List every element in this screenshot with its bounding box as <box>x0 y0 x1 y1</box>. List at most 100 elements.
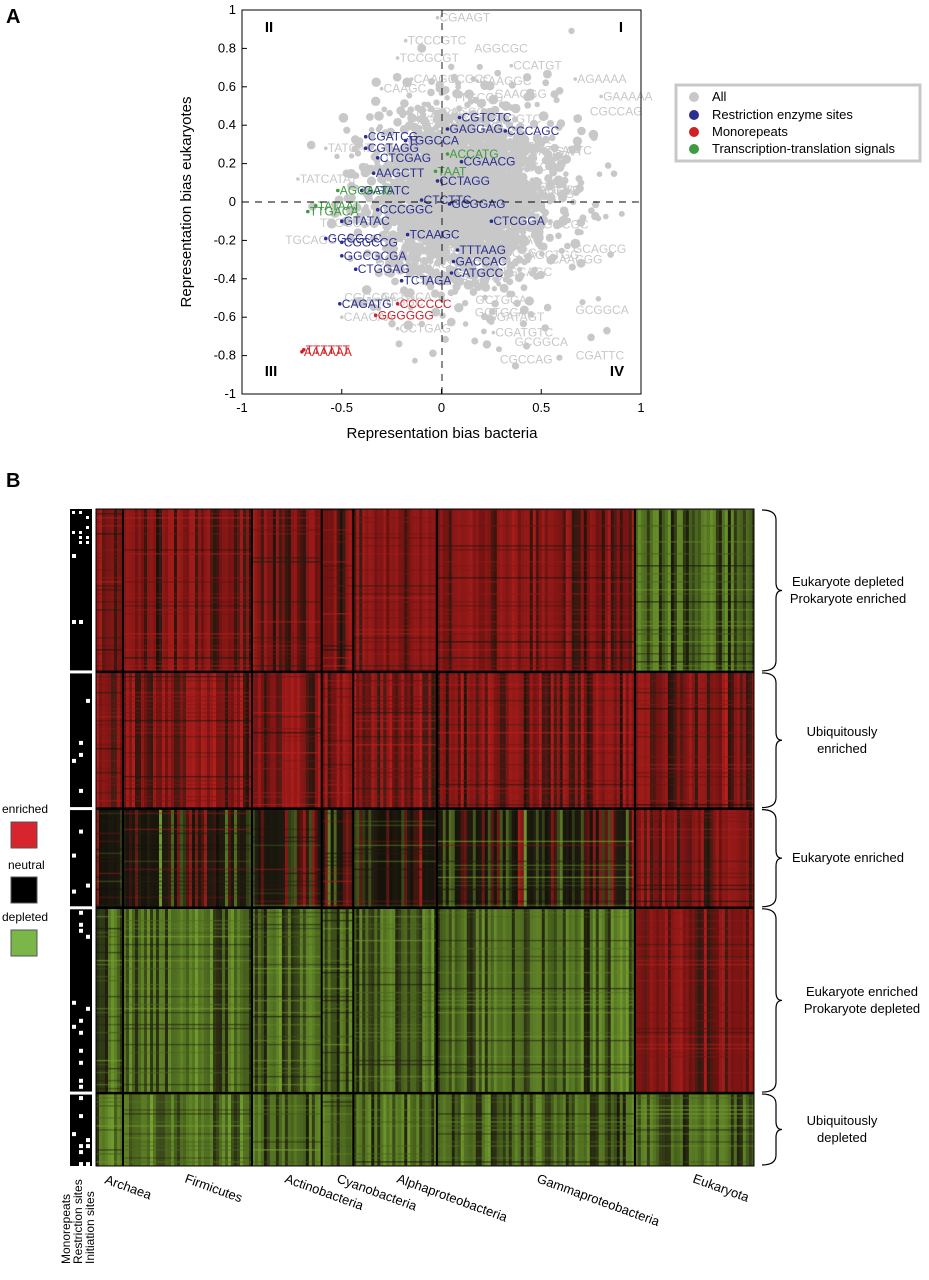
scatter-point-all <box>503 255 511 263</box>
heatmap-stripe <box>700 907 704 1094</box>
heatmap-streak <box>353 517 437 519</box>
heatmap-streak <box>321 1003 354 1006</box>
heatmap-streak <box>436 971 635 974</box>
heatmap-streak <box>96 589 123 591</box>
heatmap-streak <box>634 979 754 982</box>
heatmap-streak <box>634 1161 754 1163</box>
heatmap-stripe <box>410 1093 414 1166</box>
heatmap-streak <box>96 812 123 815</box>
heatmap-stripe <box>598 808 602 908</box>
heatmap-stripe <box>240 907 243 1094</box>
heatmap-stripe <box>541 808 545 908</box>
heatmap-streak <box>634 892 754 895</box>
heatmap-stripe <box>132 1093 135 1166</box>
heatmap-stripe <box>389 808 393 908</box>
heatmap-streak <box>96 711 123 714</box>
heatmap-stripe <box>305 1093 309 1166</box>
heatmap-streak <box>634 573 754 575</box>
heatmap-streak <box>96 727 123 730</box>
scatter-point-all <box>346 206 356 216</box>
heatmap-streak <box>122 695 252 698</box>
scatter-point-all <box>487 261 496 270</box>
scatter-bg-label: CGCCAG <box>590 105 643 119</box>
scatter-point-all <box>407 106 415 113</box>
scatter-point-label: CTGGAG <box>358 262 410 276</box>
heatmap-streak <box>321 585 354 587</box>
heatmap-streak <box>251 1113 322 1115</box>
annotation-mark <box>72 1000 76 1005</box>
heatmap-stripe <box>532 509 536 672</box>
heatmap-streak <box>321 691 354 694</box>
heatmap-streak <box>436 605 635 607</box>
heatmap-stripe <box>601 509 605 672</box>
heatmap-stripe <box>356 1093 360 1166</box>
scatter-point-all <box>456 105 463 112</box>
scatter-point-all <box>386 109 393 117</box>
scatter-point-all <box>519 219 527 227</box>
heatmap-stripe <box>153 907 156 1094</box>
scatter-point-all <box>437 271 448 281</box>
scatter-point-all <box>527 161 537 171</box>
heatmap-streak <box>122 844 252 847</box>
heatmap-streak <box>436 1031 635 1034</box>
scatter-point-all <box>431 307 441 317</box>
heatmap-streak <box>436 1075 635 1078</box>
x-tick-label: 0 <box>438 400 445 415</box>
heatmap-stripe <box>445 808 449 908</box>
heatmap-streak <box>634 860 754 863</box>
scatter-point-all <box>419 273 426 280</box>
heatmap-streak <box>96 880 123 883</box>
heatmap-streak <box>122 848 252 851</box>
heatmap-streak <box>251 1035 322 1038</box>
scatter-point-all <box>470 186 479 195</box>
heatmap-stripe <box>448 808 452 908</box>
heatmap-streak <box>353 609 437 611</box>
heatmap-streak <box>251 1059 322 1062</box>
scatter-point-all <box>385 174 393 182</box>
heatmap-streak <box>251 927 322 930</box>
heatmap-streak <box>122 987 252 990</box>
scatter-point-all <box>444 95 450 101</box>
heatmap-streak <box>353 844 437 847</box>
heatmap-stripe <box>448 509 452 672</box>
heatmap-stripe <box>410 808 414 908</box>
heatmap-stripe <box>395 808 399 908</box>
heatmap-stripe <box>422 1093 426 1166</box>
heatmap-streak <box>96 517 123 519</box>
heatmap-stripe <box>472 808 476 908</box>
scatter-point-label: CCTGAG <box>400 322 451 336</box>
heatmap-streak <box>122 1125 252 1127</box>
heatmap-stripe <box>577 808 581 908</box>
heatmap-streak <box>353 573 437 575</box>
scatter-point-label: CGGCCG <box>344 235 398 249</box>
heatmap-streak <box>122 1149 252 1151</box>
heatmap-streak <box>122 1007 252 1010</box>
heatmap-streak <box>96 775 123 778</box>
heatmap-streak <box>96 1125 123 1127</box>
heatmap-streak <box>321 892 354 895</box>
heatmap-streak <box>353 727 437 730</box>
heatmap-streak <box>122 1043 252 1046</box>
scatter-point-label: TTTTTT <box>306 343 351 357</box>
heatmap-streak <box>353 951 437 954</box>
heatmap-streak <box>96 832 123 835</box>
scatter-point-all <box>392 72 402 82</box>
annotation-mark <box>86 1144 90 1149</box>
heatmap-streak <box>634 832 754 835</box>
heatmap-stripe <box>595 808 599 908</box>
heatmap-streak <box>436 779 635 782</box>
heatmap-stripe <box>356 808 360 908</box>
heatmap-stripe <box>589 808 593 908</box>
heatmap-streak <box>353 771 437 774</box>
annotation-mark <box>72 853 76 858</box>
scatter-point-all <box>370 216 379 224</box>
scatter-point-label: CAAGGC <box>479 74 531 88</box>
scatter-point-label: TCCCGTC <box>408 34 467 48</box>
annotation-mark <box>72 511 75 514</box>
heatmap-streak <box>634 1141 754 1143</box>
scatter-point-all <box>334 153 340 160</box>
heatmap-stripe <box>371 808 375 908</box>
heatmap-stripe <box>404 1093 408 1166</box>
heatmap-streak <box>353 995 437 998</box>
heatmap-streak <box>353 569 437 571</box>
